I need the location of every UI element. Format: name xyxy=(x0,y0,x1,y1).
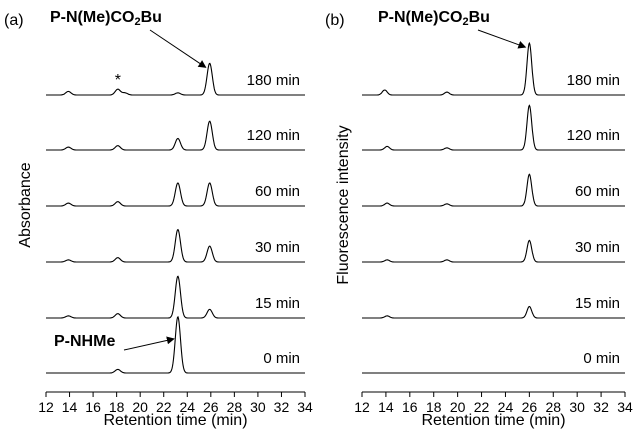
panel-label: (a) xyxy=(4,12,24,29)
chromatogram-trace xyxy=(362,104,625,151)
time-label: 60 min xyxy=(575,183,620,200)
time-label: 30 min xyxy=(575,239,620,256)
x-tick-label: 24 xyxy=(179,399,195,415)
reactant-arrow xyxy=(123,336,175,351)
x-tick-label: 16 xyxy=(402,399,418,415)
x-tick-label: 20 xyxy=(132,399,148,415)
x-tick-label: 20 xyxy=(450,399,466,415)
x-tick-label: 24 xyxy=(498,399,514,415)
x-tick-label: 32 xyxy=(593,399,609,415)
x-tick-label: 14 xyxy=(378,399,394,415)
y-axis-title: Absorbance xyxy=(17,162,34,247)
asterisk-annotation: * xyxy=(115,72,121,89)
time-label: 120 min xyxy=(567,127,620,144)
x-axis-title: Retention time (min) xyxy=(103,412,247,429)
x-tick-label: 28 xyxy=(227,399,243,415)
chromatogram-trace xyxy=(46,182,305,207)
product-label: P-N(Me)CO2Bu xyxy=(378,9,490,28)
time-label: 120 min xyxy=(247,127,300,144)
chromatogram-trace xyxy=(362,41,625,96)
time-label: 180 min xyxy=(567,72,620,89)
time-label: 0 min xyxy=(583,350,620,367)
product-arrow xyxy=(149,29,207,68)
x-tick-label: 22 xyxy=(156,399,172,415)
time-label: 15 min xyxy=(575,295,620,312)
x-tick-label: 28 xyxy=(545,399,561,415)
x-tick-label: 12 xyxy=(354,399,370,415)
chromatogram-trace xyxy=(362,239,625,263)
x-tick-label: 26 xyxy=(522,399,538,415)
x-tick-label: 34 xyxy=(617,399,633,415)
x-tick-label: 14 xyxy=(62,399,78,415)
chromatogram-trace xyxy=(46,275,305,319)
time-label: 30 min xyxy=(255,239,300,256)
time-label: 0 min xyxy=(263,350,300,367)
chromatogram-trace xyxy=(362,173,625,207)
product-label: P-N(Me)CO2Bu xyxy=(50,9,162,28)
x-tick-label: 16 xyxy=(85,399,101,415)
chart-panel-b: (b) Fluorescence intensity 12 14 16 18 20 22 24 2… xyxy=(325,9,633,429)
chromatogram-trace xyxy=(362,305,625,319)
x-tick-label: 30 xyxy=(569,399,585,415)
panel-label: (b) xyxy=(325,12,345,29)
chromatogram-trace xyxy=(46,315,305,374)
time-label: 60 min xyxy=(255,183,300,200)
time-label: 180 min xyxy=(247,72,300,89)
x-tick-label: 12 xyxy=(38,399,54,415)
y-axis-title: Fluorescence intensity xyxy=(335,125,352,284)
x-tick-label: 32 xyxy=(274,399,290,415)
x-axis-title: Retention time (min) xyxy=(421,412,565,429)
x-tick-label: 18 xyxy=(109,399,125,415)
chromatogram-trace xyxy=(46,120,305,151)
x-tick-label: 26 xyxy=(203,399,219,415)
x-tick-label: 30 xyxy=(250,399,266,415)
x-tick-label: 22 xyxy=(474,399,490,415)
product-arrow xyxy=(477,29,527,49)
chromatogram-trace xyxy=(46,228,305,263)
chart-panel-a: (a) Absorbance 12 14 16 18 20 22 24 26 28 30 32 34 Ret… xyxy=(4,9,313,429)
chromatogram-trace xyxy=(46,62,305,96)
reactant-label: P-NHMe xyxy=(54,333,115,350)
x-tick-label: 34 xyxy=(297,399,313,415)
time-label: 15 min xyxy=(255,295,300,312)
x-tick-label: 18 xyxy=(426,399,442,415)
